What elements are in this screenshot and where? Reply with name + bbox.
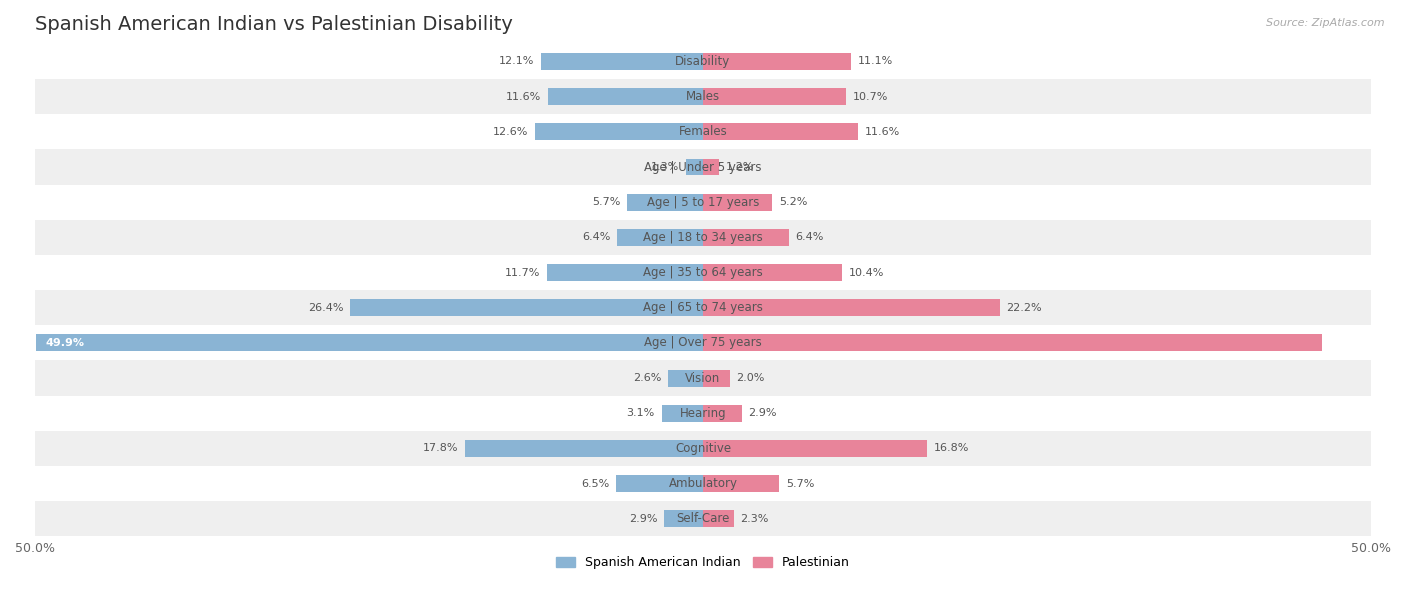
Bar: [703, 88, 846, 105]
Bar: [35, 395, 1371, 431]
Text: 1.3%: 1.3%: [651, 162, 679, 172]
Text: 12.1%: 12.1%: [499, 56, 534, 67]
Text: 11.6%: 11.6%: [506, 92, 541, 102]
Text: Age | 18 to 34 years: Age | 18 to 34 years: [643, 231, 763, 244]
Text: 11.1%: 11.1%: [858, 56, 893, 67]
Bar: [35, 431, 1371, 466]
Text: Vision: Vision: [685, 371, 721, 384]
Text: Ambulatory: Ambulatory: [668, 477, 738, 490]
Bar: [35, 114, 1371, 149]
Text: 11.6%: 11.6%: [865, 127, 900, 137]
Bar: [35, 44, 1371, 79]
Bar: [541, 53, 703, 70]
Bar: [548, 88, 703, 105]
Bar: [350, 299, 703, 316]
Text: 6.5%: 6.5%: [581, 479, 609, 488]
Text: 46.3%: 46.3%: [1322, 338, 1361, 348]
Bar: [37, 334, 703, 351]
Bar: [703, 370, 730, 387]
Text: 5.2%: 5.2%: [779, 197, 807, 207]
Bar: [703, 264, 842, 281]
Bar: [703, 159, 718, 176]
Text: Age | Over 75 years: Age | Over 75 years: [644, 337, 762, 349]
Text: 17.8%: 17.8%: [423, 444, 458, 453]
Bar: [662, 405, 703, 422]
Text: Age | 35 to 64 years: Age | 35 to 64 years: [643, 266, 763, 279]
Bar: [534, 124, 703, 140]
Bar: [547, 264, 703, 281]
Text: 11.7%: 11.7%: [505, 267, 540, 277]
Text: Hearing: Hearing: [679, 407, 727, 420]
Text: 2.6%: 2.6%: [633, 373, 662, 383]
Bar: [35, 501, 1371, 536]
Text: 2.9%: 2.9%: [628, 513, 658, 524]
Bar: [703, 229, 789, 246]
Text: 10.4%: 10.4%: [849, 267, 884, 277]
Bar: [35, 185, 1371, 220]
Bar: [668, 370, 703, 387]
Bar: [703, 440, 928, 457]
Text: Females: Females: [679, 125, 727, 138]
Text: Males: Males: [686, 90, 720, 103]
Text: Spanish American Indian vs Palestinian Disability: Spanish American Indian vs Palestinian D…: [35, 15, 513, 34]
Text: Cognitive: Cognitive: [675, 442, 731, 455]
Bar: [703, 510, 734, 527]
Text: 6.4%: 6.4%: [582, 233, 610, 242]
Text: 1.2%: 1.2%: [725, 162, 754, 172]
Bar: [664, 510, 703, 527]
Text: 10.7%: 10.7%: [852, 92, 889, 102]
Bar: [703, 405, 742, 422]
Text: 3.1%: 3.1%: [627, 408, 655, 418]
Bar: [35, 255, 1371, 290]
Bar: [465, 440, 703, 457]
Bar: [703, 475, 779, 492]
Bar: [35, 290, 1371, 326]
Text: 6.4%: 6.4%: [796, 233, 824, 242]
Bar: [35, 360, 1371, 395]
Text: 16.8%: 16.8%: [934, 444, 970, 453]
Text: Source: ZipAtlas.com: Source: ZipAtlas.com: [1267, 18, 1385, 28]
Bar: [35, 79, 1371, 114]
Bar: [35, 149, 1371, 185]
Text: 49.9%: 49.9%: [45, 338, 84, 348]
Text: Self-Care: Self-Care: [676, 512, 730, 525]
Bar: [703, 334, 1322, 351]
Bar: [617, 229, 703, 246]
Bar: [616, 475, 703, 492]
Text: 22.2%: 22.2%: [1007, 303, 1042, 313]
Text: 2.3%: 2.3%: [741, 513, 769, 524]
Bar: [35, 326, 1371, 360]
Text: Disability: Disability: [675, 55, 731, 68]
Legend: Spanish American Indian, Palestinian: Spanish American Indian, Palestinian: [551, 551, 855, 575]
Text: 12.6%: 12.6%: [492, 127, 529, 137]
Text: 26.4%: 26.4%: [308, 303, 343, 313]
Text: Age | Under 5 years: Age | Under 5 years: [644, 160, 762, 174]
Text: Age | 65 to 74 years: Age | 65 to 74 years: [643, 301, 763, 314]
Bar: [35, 220, 1371, 255]
Bar: [703, 124, 858, 140]
Bar: [686, 159, 703, 176]
Text: 5.7%: 5.7%: [786, 479, 814, 488]
Bar: [627, 194, 703, 211]
Text: 2.9%: 2.9%: [748, 408, 778, 418]
Bar: [703, 53, 851, 70]
Text: 2.0%: 2.0%: [737, 373, 765, 383]
Bar: [703, 194, 772, 211]
Bar: [703, 299, 1000, 316]
Bar: [35, 466, 1371, 501]
Text: 5.7%: 5.7%: [592, 197, 620, 207]
Text: Age | 5 to 17 years: Age | 5 to 17 years: [647, 196, 759, 209]
